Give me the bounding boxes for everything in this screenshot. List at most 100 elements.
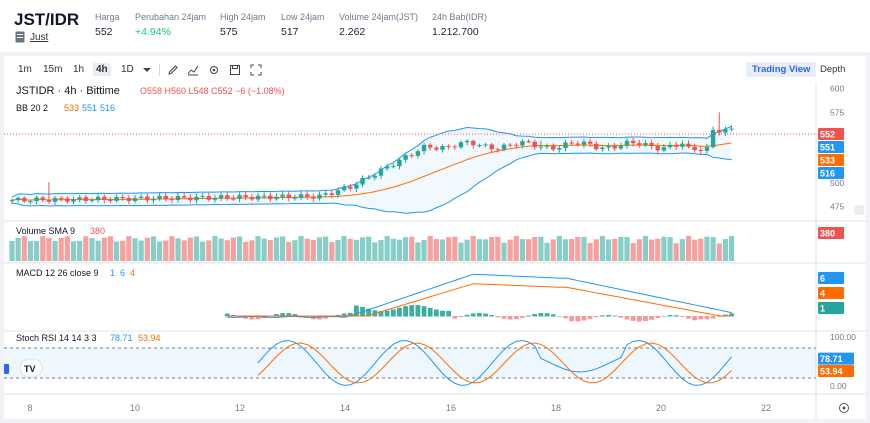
legend-macd-name: MACD 12 26 close 9	[16, 268, 99, 278]
fullscreen-icon[interactable]	[250, 64, 262, 76]
tf-15m[interactable]: 15m	[43, 64, 63, 75]
volume-bar	[236, 236, 243, 261]
toolbar-divider	[159, 64, 160, 76]
tab-trading-view[interactable]: Trading View	[746, 62, 817, 77]
volume-bar	[144, 237, 150, 261]
candle-body	[286, 194, 291, 199]
candle-body	[637, 143, 642, 146]
legend-ohlc: O558 H560 L548 C552 −6 (−1.08%)	[140, 86, 285, 96]
macd-histogram-bar	[249, 316, 255, 320]
candle-body	[268, 195, 273, 200]
tradingview-logo-text: TV	[24, 364, 36, 374]
market-header: JST/IDR Just Harga 552 Perubahan 24jam +…	[0, 0, 870, 52]
candle-body	[532, 141, 537, 148]
macd-histogram-bar	[427, 307, 433, 317]
candle-body	[581, 141, 587, 145]
candle-body	[421, 144, 427, 152]
macd-histogram-bar	[403, 306, 408, 317]
candle-body	[120, 197, 125, 199]
macd-histogram-bar	[440, 310, 445, 317]
candle-body	[594, 143, 599, 150]
volume-bar	[329, 242, 335, 261]
candle-body	[305, 194, 310, 197]
volume-bar	[126, 236, 132, 261]
candle-body	[237, 195, 242, 199]
volume-bar	[323, 236, 329, 261]
volume-bar	[157, 241, 163, 261]
tradingview-logo-icon	[19, 358, 43, 378]
macd-histogram-bar	[661, 315, 667, 317]
volume-bar	[728, 236, 735, 261]
candle-body	[729, 128, 734, 130]
volume-bar	[286, 241, 292, 261]
tf-4h[interactable]: 4h	[93, 63, 111, 76]
last-price-label: 552	[820, 130, 835, 140]
candle-body	[157, 195, 162, 200]
candle-body	[692, 146, 697, 151]
legend-bb-name: BB 20 2	[16, 103, 48, 113]
volume-bar	[587, 243, 593, 261]
save-icon[interactable]	[229, 64, 241, 76]
macd-histogram-bar	[698, 316, 704, 320]
candle-body	[704, 147, 710, 151]
candle-body	[261, 195, 267, 197]
candle-body	[643, 143, 648, 146]
volume-bar	[298, 236, 304, 261]
tf-1h[interactable]: 1h	[73, 64, 85, 75]
stoch-k-axis-label: 78.71	[820, 354, 843, 364]
candle-body	[151, 199, 156, 201]
volume-bar	[667, 237, 673, 261]
volume-bar	[230, 237, 236, 261]
chart-toolbar: 1m 15m 1h 4h 1D Trading View Depth	[4, 56, 866, 82]
stoch-d-axis-label-bg	[818, 365, 854, 378]
volume-bar	[489, 237, 495, 261]
volume-bar	[427, 236, 433, 261]
volume-bar	[169, 236, 175, 261]
macd-line	[227, 273, 732, 318]
tab-depth[interactable]: Depth	[820, 64, 846, 75]
volume-bar	[716, 243, 722, 261]
macd-signal-axis-label-bg	[818, 287, 844, 299]
chevron-down-icon[interactable]	[141, 64, 153, 76]
volume-bar	[193, 236, 200, 261]
macd-histogram-bar	[550, 314, 556, 317]
legend-macd-signal: 6	[120, 268, 125, 278]
volume-bar	[446, 237, 452, 261]
volume-bar	[341, 236, 347, 261]
tf-1m[interactable]: 1m	[18, 64, 32, 75]
trading-chart[interactable]: 600575525500475552551533516JSTIDR · 4h ·…	[4, 82, 866, 419]
candle-body	[717, 129, 722, 133]
tf-1d[interactable]: 1D	[121, 64, 134, 75]
candle-body	[22, 197, 27, 202]
legend-volume-value: 380	[90, 226, 105, 236]
candle-body	[489, 144, 494, 150]
legend-bb-lower: 516	[100, 103, 115, 113]
candle-body	[661, 147, 667, 151]
bb-upper-line	[11, 125, 732, 198]
macd-histogram-bar	[323, 316, 329, 319]
macd-histogram-bar	[692, 316, 698, 321]
candle-body	[138, 196, 144, 198]
macd-histogram-bar	[544, 313, 550, 317]
volume-bar	[618, 236, 624, 261]
volume-bar	[120, 240, 126, 261]
target-icon	[839, 403, 849, 413]
time-tick-label: 20	[656, 403, 666, 413]
volume-bar	[347, 238, 353, 261]
macd-histogram-bar	[292, 314, 298, 317]
candle-body	[163, 195, 168, 200]
pencil-icon[interactable]	[167, 64, 179, 76]
volume-bar	[175, 238, 181, 261]
indicator-icon[interactable]	[187, 64, 199, 76]
candle-body	[391, 166, 396, 168]
candle-body	[317, 194, 322, 199]
volume-bar	[532, 236, 538, 261]
candle-body	[520, 141, 525, 146]
settings-icon[interactable]	[208, 64, 220, 76]
target-icon-dot	[842, 406, 846, 410]
macd-histogram-bar	[630, 316, 636, 321]
candle-body	[680, 143, 685, 147]
coin-link[interactable]: Just	[30, 32, 49, 43]
candle-body	[77, 197, 82, 200]
macd-histogram-bar	[686, 316, 691, 319]
